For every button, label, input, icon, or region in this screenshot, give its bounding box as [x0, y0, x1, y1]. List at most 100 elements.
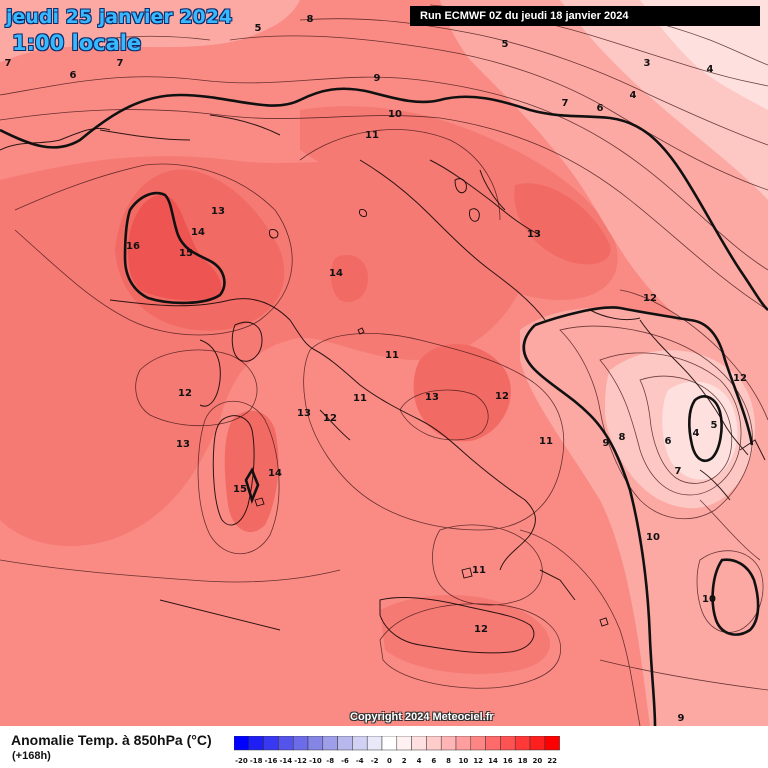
legend-tick-label: 0 [387, 757, 392, 765]
contour-label: 11 [385, 350, 399, 361]
contour-label: 5 [255, 23, 262, 34]
legend-tick-label: -18 [250, 757, 263, 765]
legend-swatch [352, 736, 368, 751]
legend-swatch [292, 736, 309, 751]
contour-label: 10 [702, 594, 716, 605]
legend-swatch [366, 736, 383, 751]
legend-tick-label: 20 [533, 757, 543, 765]
contour-label: 7 [562, 98, 569, 109]
contour-label: 5 [711, 420, 718, 431]
legend-swatch [529, 736, 546, 751]
contour-label: 13 [211, 206, 225, 217]
legend-swatch [248, 736, 264, 751]
contour-label: 5 [502, 39, 509, 50]
contour-label: 9 [678, 713, 685, 724]
legend-swatch [381, 736, 398, 751]
contour-label: 9 [603, 438, 610, 449]
contour-label: 14 [191, 227, 205, 238]
contour-label: 12 [178, 388, 192, 399]
legend-tick-label: 2 [402, 757, 407, 765]
contour-label: 10 [388, 109, 402, 120]
contour-label: 7 [675, 466, 682, 477]
contour-label: 15 [179, 248, 193, 259]
legend-swatch [470, 736, 486, 751]
warm-area-sicily [380, 595, 550, 674]
legend-swatch [485, 736, 501, 751]
contour-label: 6 [70, 70, 77, 81]
legend-swatch [278, 736, 294, 751]
legend-tick-label: 22 [547, 757, 557, 765]
coastlines [0, 114, 766, 654]
contour-label: 16 [126, 241, 140, 252]
copyright: Copyright 2024 Meteociel.fr [350, 711, 494, 723]
contour-label: 12 [474, 624, 488, 635]
legend-swatch [426, 736, 442, 751]
contour-label: 4 [707, 64, 714, 75]
legend-tick-label: -4 [356, 757, 364, 765]
legend-swatch [337, 736, 353, 751]
forecast-time: 1:00 locale [12, 31, 142, 55]
contour-label: 13 [425, 392, 439, 403]
lead-time: (+168h) [12, 750, 51, 762]
legend-swatch [500, 736, 516, 751]
anomaly-map: 8 7 6 7 5 3 4 4 9 10 11 7 6 5 13 14 15 1… [0, 0, 768, 726]
contour-label: 6 [597, 103, 604, 114]
legend-tick-label: -10 [309, 757, 322, 765]
contour-label: 4 [630, 90, 637, 101]
contour-label: 7 [5, 58, 12, 69]
contour-label: 12 [495, 391, 509, 402]
legend-swatch [544, 736, 560, 751]
legend-tick-label: 12 [473, 757, 483, 765]
legend-swatch [396, 736, 412, 751]
legend-tick-label: 16 [503, 757, 513, 765]
contour-label: 12 [643, 293, 657, 304]
legend-swatch [263, 736, 279, 751]
contour-label: 7 [117, 58, 124, 69]
legend-tick-label: -16 [265, 757, 278, 765]
contour-label: 13 [176, 439, 190, 450]
legend-tick-label: 6 [431, 757, 436, 765]
warm-core-naples [413, 343, 511, 442]
legend-swatch [234, 736, 250, 751]
cool-area-west [0, 0, 300, 62]
warm-core-tuscany [330, 254, 368, 302]
legend-tick-label: 14 [488, 757, 498, 765]
contour-label: 4 [693, 428, 700, 439]
legend-tick-label: 8 [446, 757, 451, 765]
legend-tick-label: 10 [459, 757, 469, 765]
warm-area-adriatic [300, 106, 618, 300]
legend-swatch [455, 736, 472, 751]
contour-label: 12 [323, 413, 337, 424]
contour-label: 15 [233, 484, 247, 495]
color-scale: -20 -18 -16 -14 -12 -10 -8 -6 -4 -2 0 2 4 6 8 10 12 14 16 1… [234, 736, 560, 765]
contour-label: 13 [297, 408, 311, 419]
legend-tick-label: -12 [294, 757, 307, 765]
legend-tick-label: -6 [341, 757, 349, 765]
legend-tick-label: -14 [279, 757, 292, 765]
contour-label: 11 [353, 393, 367, 404]
contour-labels: 8 7 6 7 5 3 4 4 9 10 11 7 6 5 13 14 15 1… [5, 14, 747, 724]
legend-swatch [440, 736, 457, 751]
thick-contours [0, 87, 768, 726]
variable-title: Anomalie Temp. à 850hPa (°C) [11, 732, 212, 748]
contour-label: 13 [527, 229, 541, 240]
contour-label: 12 [733, 373, 747, 384]
legend-bar: Anomalie Temp. à 850hPa (°C) (+168h) -2 0… [0, 726, 768, 768]
contour-label: 8 [619, 432, 626, 443]
contour-label: 6 [665, 436, 672, 447]
legend-tick-label: -2 [371, 757, 379, 765]
contour-label: 3 [644, 58, 651, 69]
warm-core-dalmatia [514, 183, 611, 265]
legend-tick-label: -8 [326, 757, 334, 765]
forecast-date: jeudi 25 janvier 2024 [6, 6, 233, 28]
contour-label: 11 [539, 436, 553, 447]
legend-tick-label: 18 [518, 757, 528, 765]
legend-swatch [514, 736, 531, 751]
legend-swatch [322, 736, 338, 751]
islands [254, 178, 609, 627]
model-run-label: Run ECMWF 0Z du jeudi 18 janvier 2024 [410, 6, 760, 26]
contour-label: 14 [329, 268, 343, 279]
legend-swatch [411, 736, 427, 751]
contour-label: 14 [268, 468, 282, 479]
legend-tick-label: 4 [417, 757, 422, 765]
